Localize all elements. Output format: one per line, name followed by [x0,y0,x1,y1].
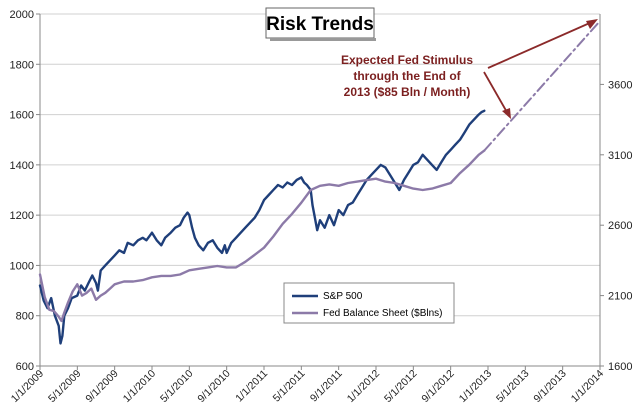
right-axis-tick-labels: 3600 3100 2600 2100 1600 [608,79,632,373]
legend-box [283,282,455,324]
left-tick-label: 600 [16,361,34,373]
title-shadow [270,38,376,41]
axes [36,13,604,370]
left-tick-label: 1200 [10,210,34,222]
series-lines [38,20,601,345]
right-tick-label: 2100 [608,291,632,303]
annotation: Expected Fed Stimulus through the End of… [341,19,598,119]
annotation-line-3: 2013 ($85 Bln / Month) [344,85,471,99]
chart-title-box: Risk Trends [265,7,376,41]
annotation-arrow-lower [483,71,509,115]
left-axis-tick-labels: 2000 1800 1600 1400 1200 1000 800 600 [10,9,34,373]
fed-balance-line [38,149,486,323]
left-tick-label: 800 [16,311,34,323]
left-tick-label: 1400 [10,160,34,172]
left-tick-label: 2000 [10,9,34,21]
legend: S&P 500 Fed Balance Sheet ($Blns) [283,282,455,324]
legend-label-sp500: S&P 500 [323,291,363,302]
right-tick-label: 3600 [608,79,632,91]
sp500-line [38,109,486,345]
right-tick-label: 2600 [608,220,632,232]
legend-label-fed-balance: Fed Balance Sheet ($Blns) [323,308,443,319]
right-tick-label: 3100 [608,150,632,162]
left-tick-label: 1000 [10,260,34,272]
left-tick-label: 1600 [10,110,34,122]
annotation-line-2: through the End of [353,69,461,83]
annotation-arrowhead-lower [502,108,511,119]
title-frame [265,7,375,39]
annotation-line-1: Expected Fed Stimulus [341,53,473,67]
chart-title: Risk Trends [266,14,374,35]
annotation-arrow-upper [487,21,593,69]
right-tick-label: 1600 [608,361,632,373]
fed-projection-line [483,20,601,152]
gridlines [40,13,600,367]
annotation-arrowhead-upper [586,19,598,29]
left-tick-label: 1800 [10,59,34,71]
